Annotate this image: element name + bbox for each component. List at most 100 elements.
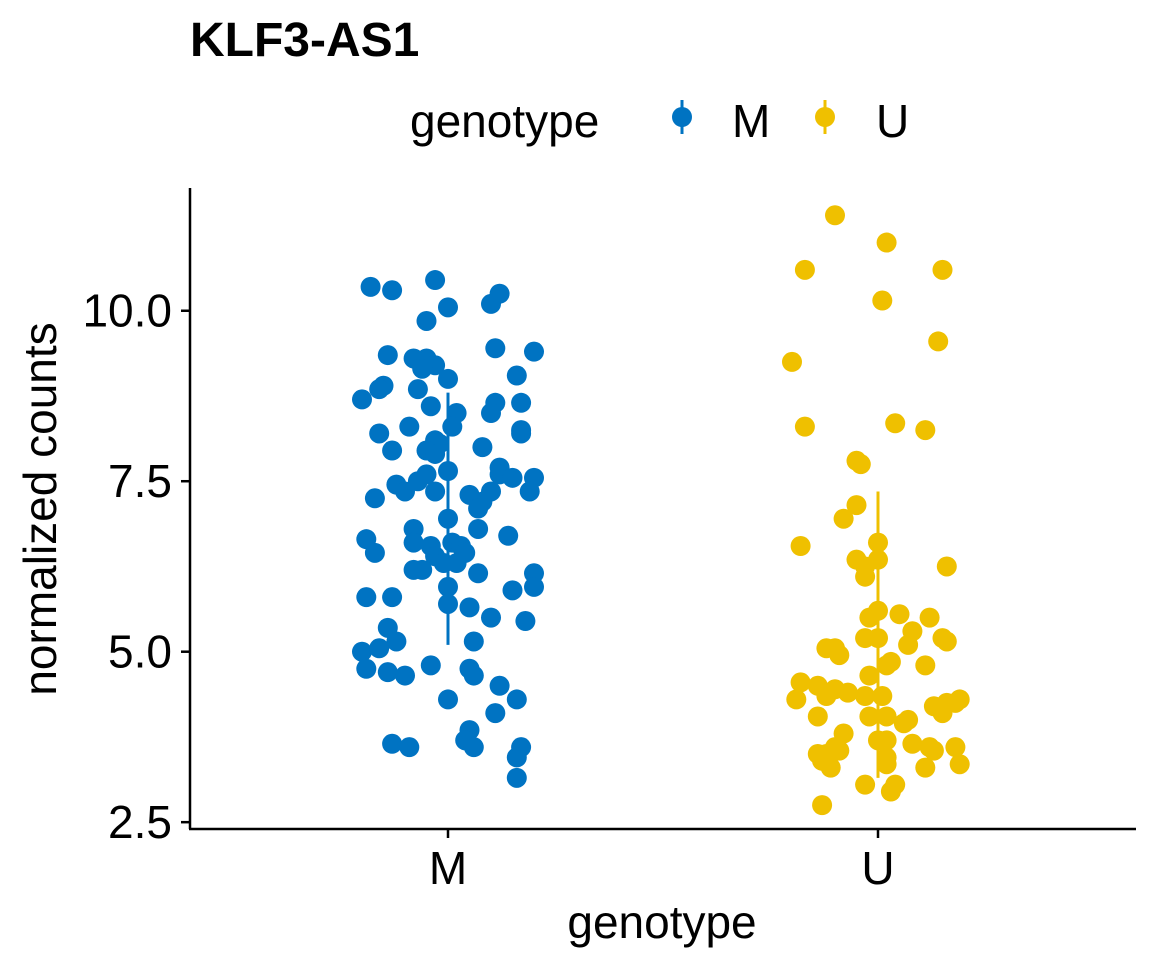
data-point (356, 658, 377, 679)
data-point (360, 276, 381, 297)
data-point (463, 737, 484, 758)
data-point (876, 754, 897, 775)
data-point (782, 351, 802, 372)
y-axis: 2.5 5.0 7.5 10.0 (82, 188, 192, 848)
data-point (502, 467, 523, 488)
data-point (928, 331, 949, 352)
data-point (377, 345, 398, 366)
data-point (790, 672, 811, 693)
data-point (850, 454, 871, 475)
legend-title: genotype (410, 95, 599, 147)
data-point (489, 283, 510, 304)
data-point (885, 413, 906, 434)
data-point (485, 338, 506, 359)
data-point (915, 757, 936, 778)
data-point (382, 587, 403, 608)
data-point (438, 297, 458, 318)
data-point (425, 270, 446, 291)
series-u (782, 205, 970, 816)
y-tick-label: 10.0 (82, 285, 172, 337)
data-point (420, 655, 441, 676)
data-point (364, 542, 385, 563)
data-point (382, 280, 403, 301)
y-tick-label: 2.5 (108, 796, 172, 848)
data-point (915, 420, 936, 441)
data-point (395, 665, 415, 686)
legend-key-u (815, 100, 835, 134)
data-point (407, 379, 428, 400)
data-point (468, 563, 489, 584)
chart-title: KLF3-AS1 (190, 14, 419, 67)
data-point (794, 259, 815, 280)
data-point (893, 713, 914, 734)
data-point (468, 498, 489, 519)
legend-key-u-dot (815, 107, 835, 127)
y-ticks: 2.5 5.0 7.5 10.0 (82, 285, 190, 848)
data-point (511, 392, 532, 413)
data-point (468, 518, 489, 539)
data-point (356, 587, 377, 608)
data-point (876, 730, 897, 751)
data-point (502, 580, 523, 601)
data-point (846, 495, 867, 516)
data-point (489, 675, 510, 696)
data-point (880, 781, 901, 802)
data-point (463, 631, 484, 652)
data-point (837, 682, 858, 703)
data-point (463, 665, 484, 686)
data-point (382, 733, 403, 754)
data-point (855, 686, 876, 707)
data-point (898, 634, 919, 655)
data-point (816, 686, 837, 707)
data-point (412, 358, 433, 379)
legend-key-m (672, 100, 692, 134)
data-point (459, 597, 480, 618)
legend: genotype M U (410, 95, 909, 147)
data-point (438, 689, 458, 710)
data-point (876, 232, 897, 253)
data-point (859, 607, 880, 628)
data-point (932, 259, 953, 280)
data-point (377, 662, 398, 683)
data-point (425, 443, 446, 464)
data-point (399, 737, 420, 758)
data-point (506, 747, 527, 768)
y-tick-label: 5.0 (108, 626, 172, 678)
data-point (855, 774, 876, 795)
data-point (395, 481, 415, 502)
data-point (872, 686, 893, 707)
data-point (481, 403, 501, 424)
plot-area (352, 205, 970, 816)
data-point (369, 638, 390, 659)
data-point (825, 205, 845, 226)
data-point (889, 604, 910, 625)
data-point (932, 703, 953, 724)
data-point (855, 566, 876, 587)
data-point (786, 689, 807, 710)
data-point (442, 416, 463, 437)
data-point (438, 368, 458, 389)
data-point (902, 733, 923, 754)
data-point (872, 290, 893, 311)
data-point (855, 628, 876, 649)
y-tick-label: 7.5 (108, 455, 172, 507)
data-point (519, 481, 540, 502)
data-point (498, 525, 519, 546)
data-point (403, 559, 424, 580)
data-point (506, 365, 527, 386)
data-point (485, 703, 506, 724)
data-point (807, 706, 828, 727)
data-point (876, 706, 897, 727)
data-point (820, 757, 841, 778)
data-point (416, 310, 437, 331)
data-point (515, 611, 536, 632)
data-point (506, 767, 527, 788)
data-point (403, 532, 424, 553)
data-point (794, 416, 815, 437)
data-point (420, 396, 441, 417)
data-point (790, 536, 811, 557)
data-point (446, 553, 467, 574)
